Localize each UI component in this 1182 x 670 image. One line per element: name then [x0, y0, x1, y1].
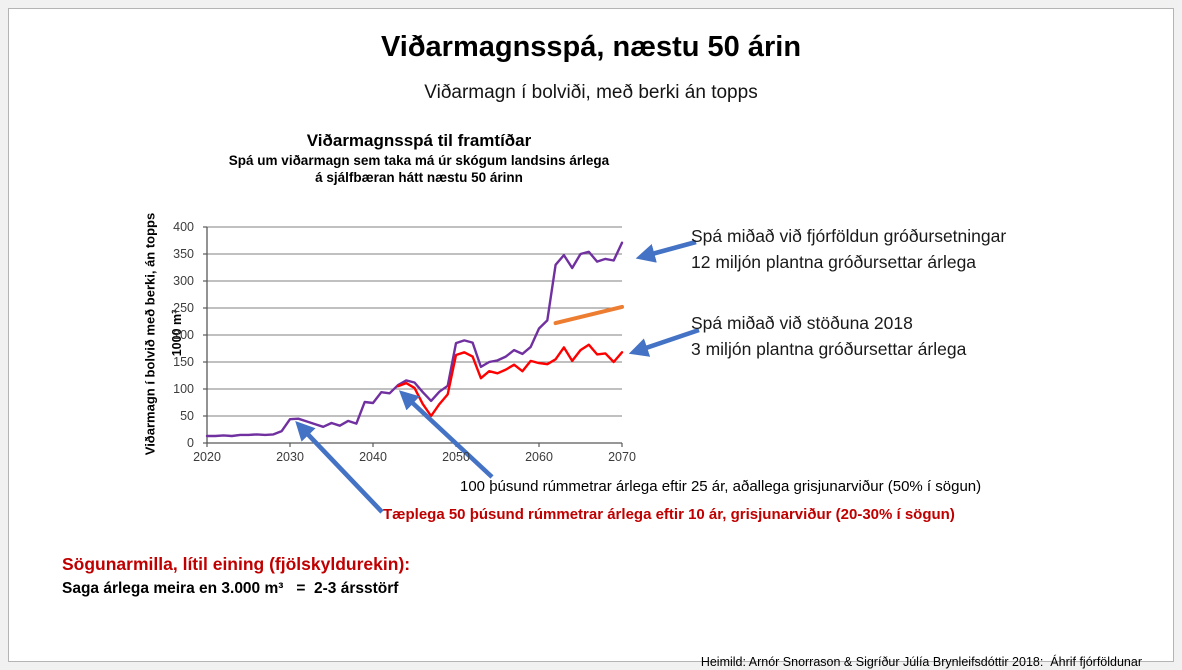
arrow-to-2031-bump: [295, 421, 384, 514]
scenario-status2018-line2: 3 miljón plantna gróðursettar árlega: [691, 338, 967, 359]
x-axis-tick-label-2040: 2040: [359, 450, 387, 464]
x-axis-tick-label-2020: 2020: [193, 450, 221, 464]
arrow-to-2044-peak: [398, 390, 494, 479]
source-citation-line1: Heimild: Arnór Snorrason & Sigríður Júlí…: [700, 655, 1142, 669]
y-axis-title: Viðarmagn í bolvið með berki, án topps: [142, 212, 158, 456]
y-axis-tick-label-350: 350: [173, 247, 194, 261]
chart-subtitle-line1: Spá um viðarmagn sem taka má úr skógum l…: [228, 153, 610, 168]
series-spa-stadan-2018-3-miljon: [396, 343, 624, 418]
scenario-quadrupled-line1: Spá miðað við fjórföldun gróðursetningar: [691, 226, 1007, 246]
series-orange-trend-segment: [553, 304, 624, 326]
scenario-status2018-line1: Spá miðað við stöðuna 2018: [691, 313, 913, 333]
chart-series-lines: [205, 241, 624, 438]
x-axis-tick-label-2030: 2030: [276, 450, 304, 464]
y-axis-tick-label-0: 0: [187, 436, 194, 450]
slide-subtitle: Viðarmagn í bolviði, með berki án topps: [424, 82, 758, 103]
y-axis-tick-label-50: 50: [180, 409, 194, 423]
note-50k-after-10-years: Tæplega 50 þúsund rúmmetrar árlega eftir…: [383, 506, 955, 523]
annotation-arrows: [295, 239, 700, 514]
y-axis-tick-label-400: 400: [173, 220, 194, 234]
y-axis-tick-label-100: 100: [173, 382, 194, 396]
chart-subtitle-line2: á sjálfbæran hátt næstu 50 árinn: [315, 170, 523, 185]
arrow-to-red-line-end: [628, 327, 700, 357]
x-axis-tick-label-2050: 2050: [442, 450, 470, 464]
y-axis-tick-label-150: 150: [173, 355, 194, 369]
x-axis-tick-labels: 2020 2030 2040 2050 2060 2070: [0, 450, 1182, 470]
x-axis-tick-label-2060: 2060: [525, 450, 553, 464]
chart-header: Viðarmagnsspá til framtíðar Spá um viðar…: [178, 130, 660, 186]
series-spa-fjorfoldun-grodursetningar-12-miljon: [205, 241, 624, 438]
chart-title: Viðarmagnsspá til framtíðar: [306, 131, 532, 150]
y-axis-tick-label-300: 300: [173, 274, 194, 288]
x-axis-tick-label-2070: 2070: [608, 450, 636, 464]
scenario-quadrupled-line2: 12 miljón plantna gróðursettar árlega: [691, 251, 977, 272]
slide-title: Viðarmagnsspá, næstu 50 árin: [380, 31, 802, 63]
scenario-label-status-2018: Spá miðað við stöðuna 2018 3 miljón plan…: [691, 311, 966, 362]
sawmill-detail: Saga árlega meira en 3.000 m³ = 2-3 árss…: [62, 580, 399, 597]
sawmill-heading: Sögunarmilla, lítil eining (fjölskyldure…: [62, 554, 411, 574]
arrow-to-purple-line-end: [635, 239, 697, 263]
source-citation: Heimild: Arnór Snorrason & Sigríður Júlí…: [582, 621, 1142, 670]
note-100k-after-25-years: 100 þúsund rúmmetrar árlega eftir 25 ár,…: [460, 478, 982, 495]
scenario-label-quadrupled-planting: Spá miðað við fjórföldun gróðursetningar…: [691, 224, 1006, 275]
chart-axes: [203, 226, 623, 447]
y-axis-tick-label-200: 200: [173, 328, 194, 342]
y-axis-tick-labels: 0 50 100 150 200 250 300 350 400: [158, 0, 200, 670]
y-axis-tick-label-250: 250: [173, 301, 194, 315]
